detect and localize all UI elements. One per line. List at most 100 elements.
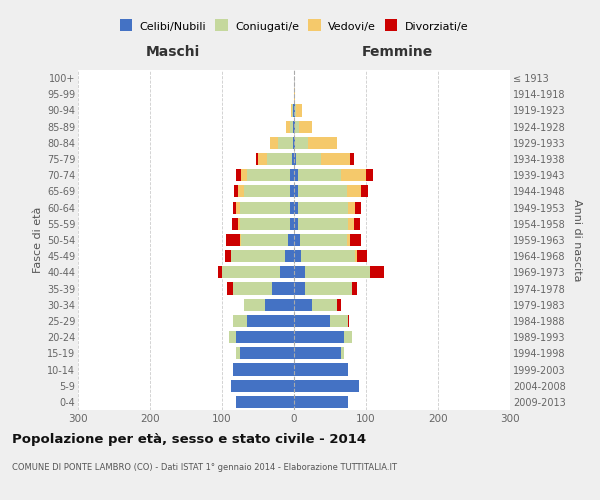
Bar <box>240 202 290 213</box>
Bar <box>348 202 355 213</box>
Bar <box>293 137 294 149</box>
Bar <box>337 298 341 311</box>
Bar <box>356 250 367 262</box>
Bar <box>233 282 272 294</box>
Bar <box>265 298 294 311</box>
Bar <box>347 234 350 246</box>
Bar <box>293 104 294 117</box>
Bar <box>341 169 366 181</box>
Bar <box>322 153 350 165</box>
Legend: Celibi/Nubili, Coniugati/e, Vedovi/e, Divorziati/e: Celibi/Nubili, Coniugati/e, Vedovi/e, Di… <box>119 21 469 32</box>
Bar <box>266 153 292 165</box>
Bar <box>348 218 354 230</box>
Bar <box>229 331 236 343</box>
Bar <box>269 137 278 149</box>
Bar <box>298 202 348 213</box>
Bar <box>280 266 294 278</box>
Bar <box>294 186 298 198</box>
Bar <box>355 202 361 213</box>
Bar <box>312 298 337 311</box>
Bar <box>350 153 354 165</box>
Bar <box>294 88 295 101</box>
Text: Maschi: Maschi <box>146 46 200 60</box>
Text: Femmine: Femmine <box>362 46 433 60</box>
Bar <box>301 250 355 262</box>
Bar <box>288 234 294 246</box>
Bar <box>298 186 347 198</box>
Y-axis label: Anni di nascita: Anni di nascita <box>572 198 583 281</box>
Text: COMUNE DI PONTE LAMBRO (CO) - Dati ISTAT 1° gennaio 2014 - Elaborazione TUTTITAL: COMUNE DI PONTE LAMBRO (CO) - Dati ISTAT… <box>12 462 397 471</box>
Bar <box>238 186 244 198</box>
Bar <box>294 396 348 408</box>
Bar <box>298 218 348 230</box>
Bar <box>278 137 293 149</box>
Bar <box>230 380 294 392</box>
Bar <box>292 104 293 117</box>
Bar <box>350 234 361 246</box>
Bar <box>247 169 290 181</box>
Y-axis label: Fasce di età: Fasce di età <box>32 207 43 273</box>
Bar <box>352 282 358 294</box>
Bar <box>299 120 312 132</box>
Bar <box>294 266 305 278</box>
Bar <box>238 218 240 230</box>
Bar <box>294 169 298 181</box>
Bar <box>294 234 300 246</box>
Bar <box>290 120 293 132</box>
Bar <box>290 186 294 198</box>
Bar <box>247 315 294 327</box>
Bar <box>305 282 352 294</box>
Bar <box>294 331 344 343</box>
Bar <box>284 250 294 262</box>
Bar <box>294 120 295 132</box>
Bar <box>233 315 247 327</box>
Bar <box>240 218 290 230</box>
Bar <box>236 348 240 360</box>
Bar <box>226 234 240 246</box>
Bar <box>227 282 233 294</box>
Bar <box>225 250 230 262</box>
Bar <box>300 234 347 246</box>
Bar <box>294 298 312 311</box>
Bar <box>294 348 341 360</box>
Bar <box>330 315 348 327</box>
Bar <box>341 348 344 360</box>
Text: Popolazione per età, sesso e stato civile - 2014: Popolazione per età, sesso e stato civil… <box>12 432 366 446</box>
Bar <box>295 104 296 117</box>
Bar <box>347 186 361 198</box>
Bar <box>258 153 266 165</box>
Bar <box>295 137 308 149</box>
Bar <box>294 104 295 117</box>
Bar <box>348 315 349 327</box>
Bar <box>241 234 288 246</box>
Bar <box>298 169 341 181</box>
Bar <box>236 396 294 408</box>
Bar <box>218 266 222 278</box>
Bar <box>294 315 330 327</box>
Bar <box>296 153 322 165</box>
Bar <box>296 104 302 117</box>
Bar <box>291 104 292 117</box>
Bar <box>236 169 241 181</box>
Bar <box>344 331 352 343</box>
Bar <box>366 169 373 181</box>
Bar <box>232 218 238 230</box>
Bar <box>294 364 348 376</box>
Bar <box>230 250 284 262</box>
Bar <box>233 364 294 376</box>
Bar <box>290 218 294 230</box>
Bar <box>240 348 294 360</box>
Bar <box>272 282 294 294</box>
Bar <box>222 266 280 278</box>
Bar <box>294 137 295 149</box>
Bar <box>241 169 247 181</box>
Bar <box>290 169 294 181</box>
Bar <box>295 120 299 132</box>
Bar <box>292 153 294 165</box>
Bar <box>294 282 305 294</box>
Bar <box>294 202 298 213</box>
Bar <box>293 120 294 132</box>
Bar <box>354 218 359 230</box>
Bar <box>286 120 290 132</box>
Bar <box>244 186 290 198</box>
